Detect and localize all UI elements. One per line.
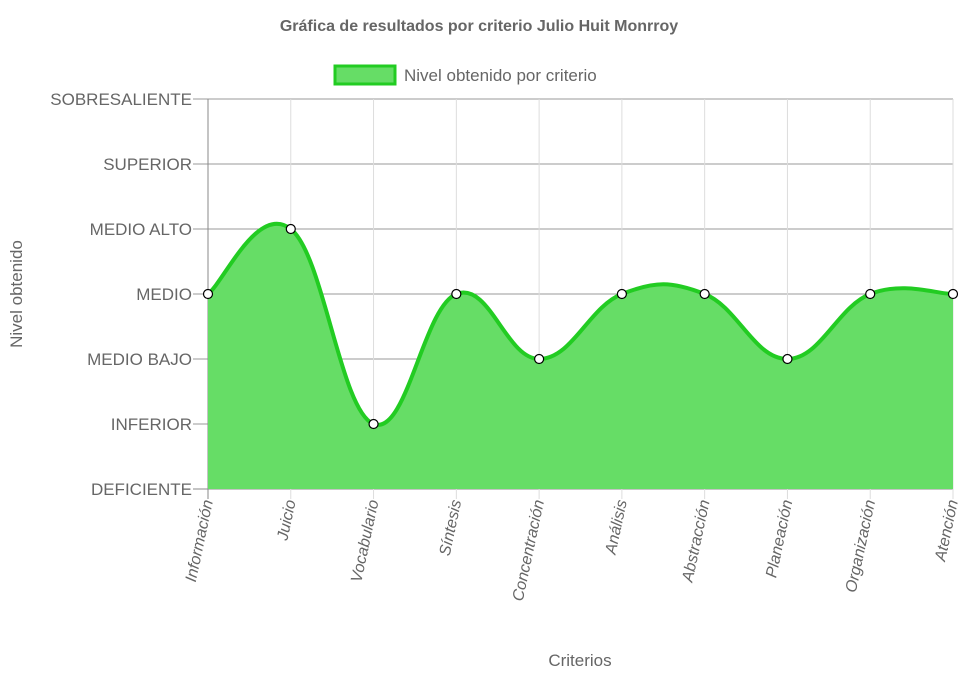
y-tick-label: MEDIO bbox=[136, 285, 192, 304]
x-tick-label: Juicio bbox=[274, 498, 299, 543]
chart-title: Gráfica de resultados por criterio Julio… bbox=[280, 18, 678, 35]
y-tick-label: DEFICIENTE bbox=[91, 480, 192, 499]
y-tick-label: MEDIO BAJO bbox=[87, 350, 192, 369]
y-axis-label: Nivel obtenido bbox=[7, 240, 26, 348]
x-tick-label: Vocabulario bbox=[348, 498, 382, 584]
x-tick-label: Abstracción bbox=[679, 498, 713, 584]
legend[interactable]: Nivel obtenido por criterio bbox=[333, 64, 597, 86]
data-point bbox=[616, 288, 627, 300]
x-tick-label: Organización bbox=[843, 498, 879, 594]
x-tick-label: Atención bbox=[932, 498, 958, 564]
x-axis-ticks: Información Juicio Vocabulario Síntesis Conc… bbox=[183, 498, 958, 603]
series-area bbox=[206, 221, 954, 489]
data-points bbox=[202, 223, 958, 430]
y-tick-label: MEDIO ALTO bbox=[90, 220, 192, 239]
legend-label: Nivel obtenido por criterio bbox=[404, 66, 597, 85]
data-point bbox=[451, 288, 462, 300]
x-tick-label: Información bbox=[183, 498, 217, 583]
x-tick-label: Planeación bbox=[763, 498, 796, 579]
data-point bbox=[202, 288, 214, 300]
x-tick-label: Concentración bbox=[510, 498, 548, 603]
data-point bbox=[368, 418, 379, 430]
data-point bbox=[285, 223, 296, 235]
data-point bbox=[947, 288, 958, 300]
y-tick-label: SOBRESALIENTE bbox=[50, 90, 192, 109]
x-tick-label: Síntesis bbox=[437, 498, 465, 557]
x-axis-label: Criterios bbox=[548, 651, 611, 670]
y-tick-label: SUPERIOR bbox=[103, 155, 192, 174]
legend-swatch bbox=[333, 64, 397, 86]
x-tick-label: Análisis bbox=[603, 498, 631, 556]
data-point bbox=[534, 353, 545, 365]
data-point bbox=[865, 288, 876, 300]
data-point bbox=[782, 353, 793, 365]
y-axis-ticks: DEFICIENTE INFERIOR MEDIO BAJO MEDIO MEDIO A… bbox=[50, 90, 192, 499]
series-fill bbox=[208, 223, 953, 489]
data-point bbox=[699, 288, 710, 300]
y-tick-label: INFERIOR bbox=[111, 415, 192, 434]
